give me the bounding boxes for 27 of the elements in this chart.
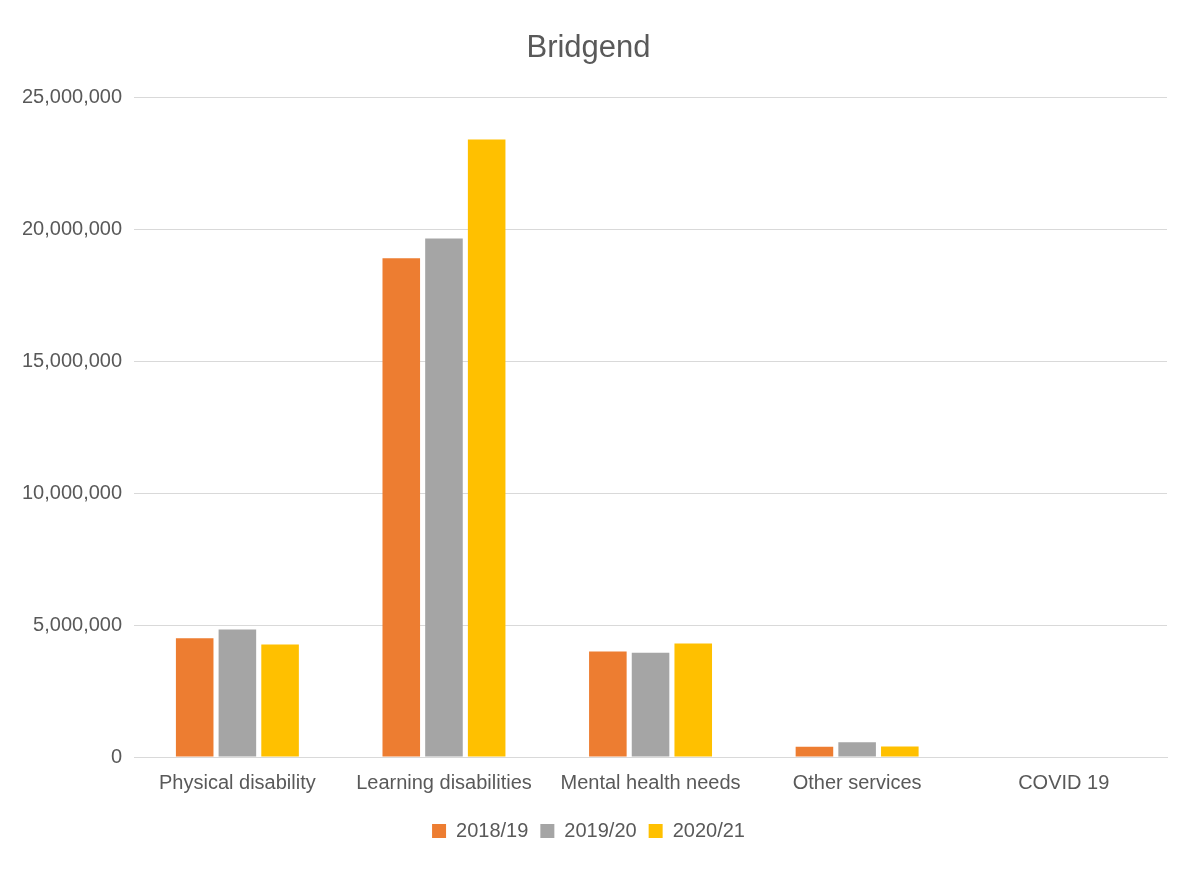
y-tick-label: 15,000,000 bbox=[21, 348, 123, 371]
x-tick-label: Physical disability bbox=[159, 770, 316, 793]
bar bbox=[589, 651, 627, 757]
bar bbox=[674, 643, 713, 757]
bar bbox=[838, 742, 876, 757]
legend-label: 2018/19 bbox=[456, 818, 529, 841]
x-tick-label: Other services bbox=[792, 770, 922, 793]
legend-label: 2020/21 bbox=[672, 818, 745, 841]
legend-label: 2019/20 bbox=[564, 818, 637, 841]
bar bbox=[467, 139, 506, 757]
x-tick-label: COVID 19 bbox=[1018, 770, 1110, 793]
bar bbox=[261, 644, 299, 757]
bar bbox=[425, 238, 463, 757]
y-tick-label: 20,000,000 bbox=[21, 216, 123, 239]
y-tick-label: 10,000,000 bbox=[21, 480, 123, 503]
y-tick-label: 0 bbox=[110, 744, 123, 767]
y-tick-label: 5,000,000 bbox=[33, 612, 123, 635]
bar bbox=[795, 746, 834, 757]
bar bbox=[175, 638, 214, 757]
x-tick-label: Mental health needs bbox=[560, 770, 741, 793]
bar bbox=[881, 746, 919, 757]
bar bbox=[631, 652, 670, 757]
bar bbox=[382, 258, 421, 757]
chart-title: Bridgend bbox=[526, 29, 651, 65]
bar bbox=[218, 629, 257, 757]
x-tick-label: Learning disabilities bbox=[356, 770, 532, 793]
y-tick-label: 25,000,000 bbox=[21, 84, 123, 107]
